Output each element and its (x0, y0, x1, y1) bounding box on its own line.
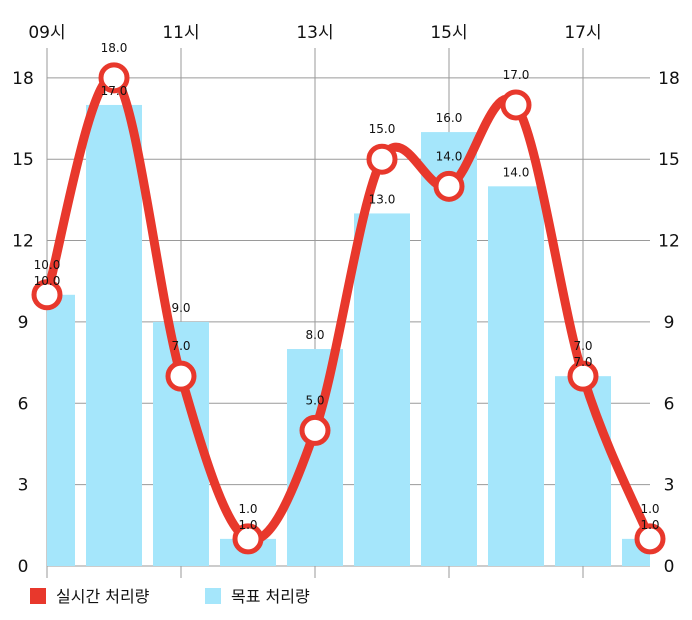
line-point (366, 143, 398, 175)
line-data-label: 7.0 (171, 339, 190, 353)
line-point (165, 360, 197, 392)
y-tick-left: 6 (18, 394, 29, 414)
bar-data-label: 16.0 (436, 111, 463, 125)
x-tick-label: 11시 (162, 23, 199, 43)
series-line (42, 73, 655, 545)
y-tick-left: 0 (18, 557, 29, 577)
x-tick-label: 09시 (28, 23, 65, 43)
bar-data-label: 10.0 (34, 274, 61, 288)
line-data-label: 1.0 (640, 502, 659, 516)
line-data-label: 7.0 (573, 339, 592, 353)
bar (86, 104, 142, 566)
bar (488, 186, 544, 566)
y-tick-left: 9 (18, 313, 29, 333)
bar-data-label: 14.0 (503, 165, 530, 179)
x-tick-label: 15시 (430, 23, 467, 43)
bar-data-label: 1.0 (640, 518, 659, 532)
line-point (299, 414, 331, 446)
line-data-label: 5.0 (305, 393, 324, 407)
bar (421, 132, 477, 566)
bar (555, 376, 611, 566)
y-tick-left: 3 (18, 476, 29, 496)
y-tick-left: 12 (12, 232, 34, 252)
bar-data-label: 1.0 (238, 518, 257, 532)
y-tick-left: 18 (12, 69, 34, 89)
data-labels: 10.0 17.0 9.0 1.0 8.0 13.0 16.0 14.0 7.0 1.0 10.0 1… (34, 41, 660, 532)
line-point (567, 360, 599, 392)
y-tick-right: 15 (658, 150, 680, 170)
y-tick-left: 15 (12, 150, 34, 170)
x-tick-label: 17시 (564, 23, 601, 43)
line-point (433, 170, 465, 202)
line-data-label: 10.0 (34, 258, 61, 272)
line-series (31, 62, 666, 555)
legend-swatch-realtime (30, 588, 46, 604)
y-tick-right: 3 (664, 476, 675, 496)
line-data-label: 15.0 (369, 122, 396, 136)
x-tick-label: 13시 (296, 23, 333, 43)
y-tick-right: 0 (664, 557, 675, 577)
bar (287, 349, 343, 566)
y-tick-right: 12 (658, 232, 680, 252)
bar-data-label: 9.0 (171, 301, 190, 315)
axes: 0 0 3 3 6 6 9 9 12 12 15 15 18 18 09시 11시 13시 15시 17시 (12, 23, 680, 577)
legend-label-target: 목표 처리량 (231, 587, 310, 606)
legend-label-realtime: 실시간 처리량 (56, 587, 150, 606)
line-data-label: 17.0 (503, 68, 530, 82)
bar-data-label: 17.0 (101, 84, 128, 98)
bar (354, 213, 410, 566)
line-point (31, 279, 63, 311)
line-point (232, 523, 264, 555)
bar (47, 294, 75, 566)
bar-data-label: 7.0 (573, 355, 592, 369)
line-point (634, 523, 666, 555)
line-data-label: 18.0 (101, 41, 128, 55)
line-data-label: 1.0 (238, 502, 257, 516)
bar-series (47, 104, 650, 566)
bar-data-label: 8.0 (305, 328, 324, 342)
line-point (500, 89, 532, 121)
y-tick-right: 18 (658, 69, 680, 89)
legend-swatch-target (205, 588, 221, 604)
y-tick-right: 6 (664, 394, 675, 414)
line-point (98, 62, 130, 94)
legend: 실시간 처리량 목표 처리량 (30, 587, 310, 606)
bar-data-label: 13.0 (369, 192, 396, 206)
y-tick-right: 9 (664, 313, 675, 333)
line-data-label: 14.0 (436, 149, 463, 163)
